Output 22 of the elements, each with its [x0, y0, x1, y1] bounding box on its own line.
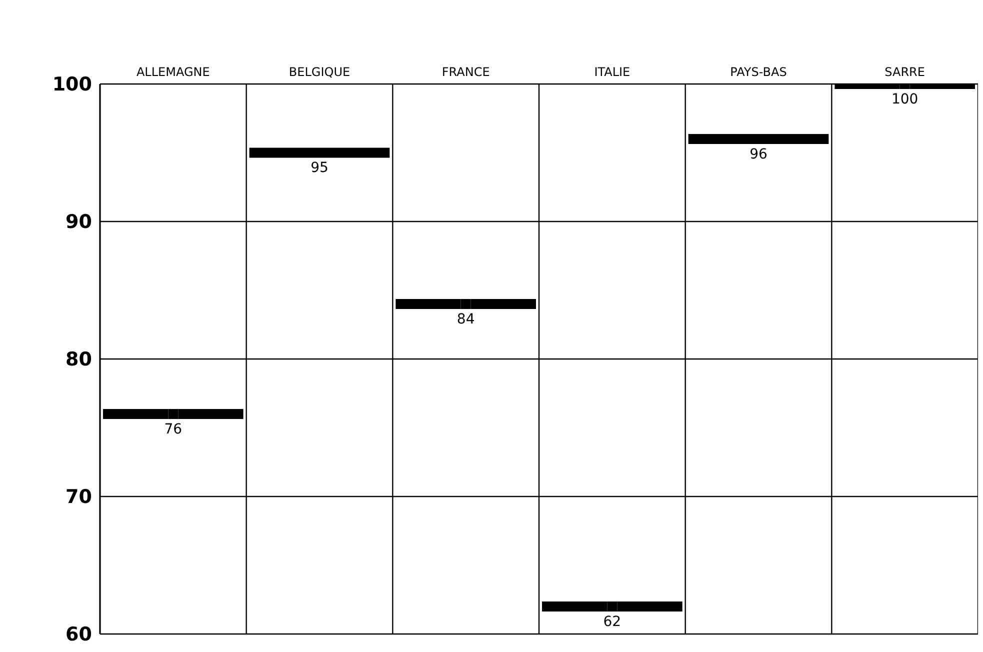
- y-tick-label: 60: [66, 624, 92, 646]
- data-label: 62: [603, 614, 622, 630]
- y-tick-label: 80: [66, 348, 92, 371]
- point: [168, 409, 178, 419]
- x-tick-label: FRANCE: [442, 65, 490, 79]
- point: [607, 602, 618, 612]
- point: [460, 299, 471, 309]
- x-tick-label: PAYS-BAS: [730, 65, 787, 79]
- data-label: 95: [310, 160, 328, 176]
- x-tick-label: SARRE: [884, 65, 925, 79]
- data-label: 96: [750, 146, 768, 162]
- data-label: 76: [164, 421, 182, 438]
- point: [754, 134, 764, 144]
- x-tick-label: BELGIQUE: [288, 65, 350, 79]
- x-tick-label: ITALIE: [594, 65, 630, 79]
- y-tick-label: 90: [66, 211, 92, 234]
- data-label: 84: [456, 311, 475, 328]
- y-tick-label: 70: [66, 486, 92, 508]
- data-label: 100: [891, 91, 918, 108]
- y-tick-label: 100: [52, 74, 92, 96]
- point: [314, 148, 324, 158]
- x-tick-label: ALLEMAGNE: [136, 65, 210, 79]
